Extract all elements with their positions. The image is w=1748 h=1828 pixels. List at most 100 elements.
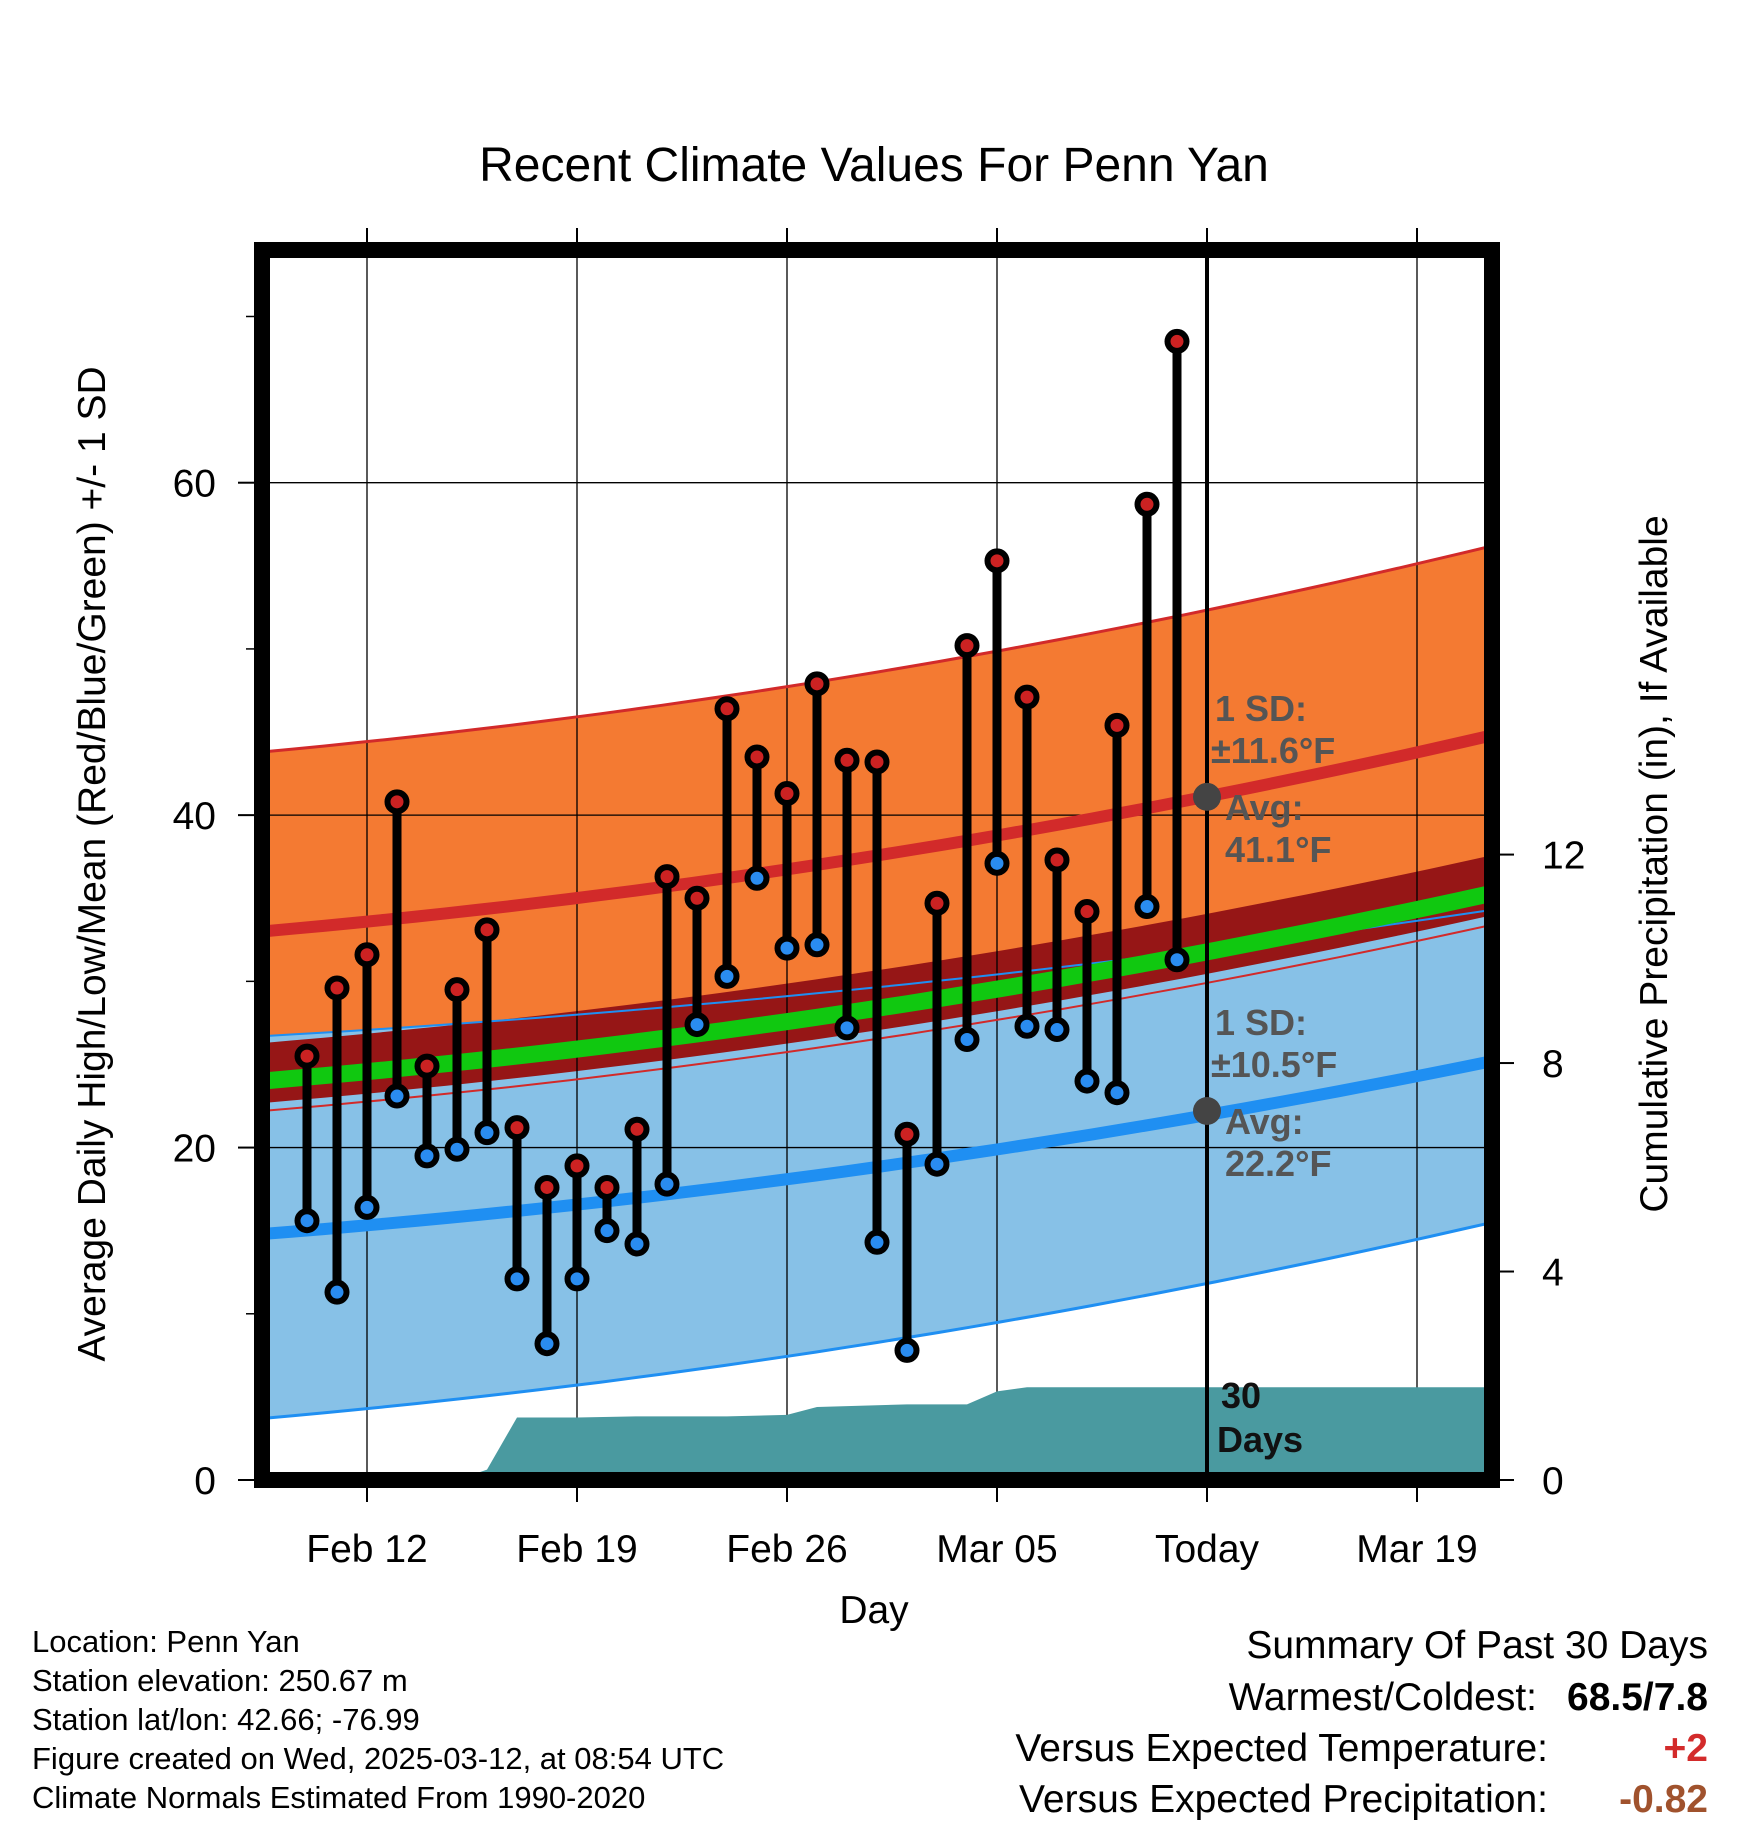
high-temp-point	[1014, 684, 1040, 710]
high-avg-value: 41.1°F	[1225, 829, 1331, 870]
elevation-text: Station elevation: 250.67 m	[32, 1663, 408, 1698]
high-temp-point	[414, 1053, 440, 1079]
high-temp-point	[444, 977, 470, 1003]
x-tick-label: Mar 05	[936, 1528, 1057, 1571]
low-avg-value: 22.2°F	[1225, 1143, 1331, 1184]
low-temp-point	[534, 1331, 560, 1357]
y-axis-label-left: Average Daily High/Low/Mean (Red/Blue/Gr…	[71, 366, 114, 1361]
plot-frame	[254, 242, 1500, 1488]
window-length-number: 30	[1221, 1375, 1261, 1416]
high-temp-point	[564, 1153, 590, 1179]
low-avg-marker	[1193, 1097, 1221, 1125]
high-temp-point	[474, 917, 500, 943]
high-sd-value: ±11.6°F	[1211, 730, 1335, 771]
precip-area	[457, 1387, 1492, 1480]
high-temp-point	[1134, 491, 1160, 517]
high-temp-point	[504, 1115, 530, 1141]
low-temp-point	[1134, 894, 1160, 920]
high-temp-point	[924, 890, 950, 916]
low-temp-point	[864, 1229, 890, 1255]
high-temp-point	[624, 1116, 650, 1142]
low-temp-point	[324, 1279, 350, 1305]
high-temp-point	[1104, 712, 1130, 738]
low-avg-label: Avg:	[1225, 1101, 1304, 1142]
high-temp-point	[654, 864, 680, 890]
low-temp-point	[294, 1208, 320, 1234]
high-temp-point	[354, 942, 380, 968]
summary-row-warmest: Warmest/Coldest: 68.5/7.8	[1015, 1672, 1708, 1723]
low-temp-point	[894, 1337, 920, 1363]
low-temp-point	[924, 1151, 950, 1177]
low-temp-point	[1074, 1068, 1100, 1094]
precip-departure-value: -0.82	[1619, 1778, 1708, 1821]
high-temp-point	[834, 747, 860, 773]
low-temp-point	[444, 1136, 470, 1162]
location-text: Location: Penn Yan	[32, 1624, 300, 1659]
high-temp-point	[1074, 899, 1100, 925]
summary-row-precip: Versus Expected Precipitation: -0.82	[1015, 1774, 1708, 1825]
warmest-coldest-value: 68.5/7.8	[1567, 1676, 1708, 1719]
temp-departure-value: +2	[1663, 1727, 1708, 1770]
x-tick-label: Feb 12	[306, 1528, 427, 1571]
warmest-coldest-label: Warmest/Coldest:	[1228, 1676, 1538, 1719]
high-temp-point	[1164, 328, 1190, 354]
x-axis-label: Day	[839, 1589, 909, 1632]
y-axis-label-right: Cumulative Precipitation (in), If Availa…	[1633, 515, 1676, 1212]
x-tick-label: Mar 19	[1356, 1528, 1477, 1571]
low-sd-label: 1 SD:	[1215, 1002, 1307, 1043]
high-avg-marker	[1193, 782, 1221, 811]
high-temp-point	[774, 781, 800, 807]
high-temp-point	[804, 671, 830, 697]
low-temp-point	[714, 963, 740, 989]
low-temp-point	[474, 1120, 500, 1146]
low-temp-point	[504, 1266, 530, 1292]
low-lower-sd-line	[262, 1220, 1492, 1420]
low-temp-point	[384, 1083, 410, 1109]
high-temp-point	[984, 548, 1010, 574]
high-temp-point	[714, 696, 740, 722]
low-temp-point	[684, 1012, 710, 1038]
low-temp-point	[774, 935, 800, 961]
high-temp-point	[744, 744, 770, 770]
temp-departure-label: Versus Expected Temperature:	[1015, 1727, 1548, 1770]
low-temp-point	[1164, 947, 1190, 973]
high-temp-point	[954, 633, 980, 659]
y-tick-label: 60	[173, 463, 216, 506]
low-temp-point	[834, 1015, 860, 1041]
low-temp-point	[564, 1266, 590, 1292]
low-temp-point	[954, 1027, 980, 1053]
chart-title: Recent Climate Values For Penn Yan	[479, 139, 1269, 192]
summary-row-temp: Versus Expected Temperature: +2	[1015, 1723, 1708, 1774]
high-temp-point	[294, 1043, 320, 1069]
low-temp-point	[414, 1143, 440, 1169]
high-sd-label: 1 SD:	[1215, 688, 1307, 729]
y-tick-label: 20	[173, 1128, 216, 1171]
y-right-tick-label: 4	[1542, 1252, 1564, 1295]
summary-title: Summary Of Past 30 Days	[1246, 1624, 1708, 1667]
y-tick-label: 40	[173, 795, 216, 838]
high-temp-point	[684, 885, 710, 911]
low-temp-point	[1014, 1013, 1040, 1039]
y-right-tick-label: 0	[1542, 1460, 1564, 1503]
low-temp-point	[1104, 1080, 1130, 1106]
latlon-text: Station lat/lon: 42.66; -76.99	[32, 1702, 420, 1737]
high-temp-point	[1044, 847, 1070, 873]
precip-departure-label: Versus Expected Precipitation:	[1019, 1778, 1548, 1821]
y-right-tick-label: 12	[1542, 835, 1585, 878]
x-tick-label: Feb 26	[726, 1528, 847, 1571]
x-tick-label: Feb 19	[516, 1528, 637, 1571]
window-length-unit: Days	[1217, 1419, 1303, 1460]
low-temp-point	[594, 1218, 620, 1244]
high-temp-point	[384, 789, 410, 815]
y-right-tick-label: 8	[1542, 1043, 1564, 1086]
summary-panel: Summary Of Past 30 Days Warmest/Coldest:…	[1015, 1620, 1708, 1825]
low-temp-point	[354, 1194, 380, 1220]
high-temp-point	[534, 1174, 560, 1200]
low-temp-point	[624, 1231, 650, 1257]
high-temp-point	[324, 975, 350, 1001]
low-temp-point	[654, 1171, 680, 1197]
high-temp-point	[864, 749, 890, 775]
low-temp-point	[744, 865, 770, 891]
high-temp-point	[894, 1121, 920, 1147]
